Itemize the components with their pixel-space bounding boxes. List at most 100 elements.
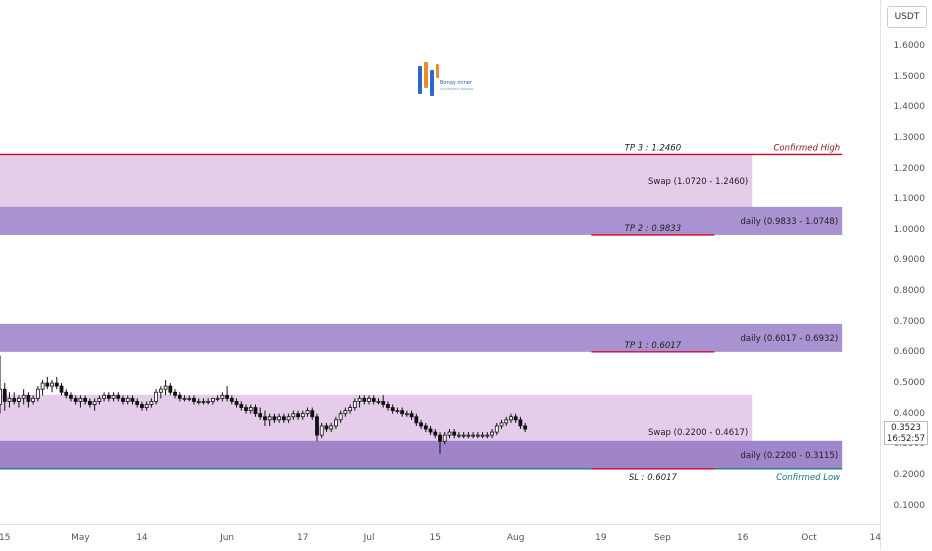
zone-label-2: daily (0.6017 - 0.6932) [740, 334, 838, 344]
candle-body [116, 394, 121, 399]
candle-body [229, 397, 234, 402]
y-tick-label: 0.4000 [893, 408, 926, 419]
candle-body [2, 388, 7, 402]
x-tick-label: 14 [869, 533, 881, 543]
candle-body [130, 397, 135, 402]
x-tick-label: May [71, 533, 90, 543]
candle-body [102, 394, 106, 399]
candle-body [234, 401, 239, 405]
candle-body [173, 391, 177, 396]
zone-daily-1 [0, 206, 843, 235]
logo-icon [418, 62, 439, 96]
y-tick-label: 0.2000 [893, 469, 926, 480]
candle-body [177, 394, 182, 399]
candle-body [334, 419, 338, 427]
target-label-3: SL : 0.6017 [629, 473, 678, 483]
time-axis[interactable]: 15 May 14 Jun 17 Jul 15 Aug 19 Sep 16 Oct 14 [0, 524, 881, 551]
candle-body [315, 416, 319, 436]
candle-body [433, 431, 438, 436]
candle-body [513, 416, 518, 421]
candle-body [31, 397, 36, 402]
candle-body [395, 410, 400, 413]
candle-body [87, 401, 92, 405]
candle-body [196, 401, 201, 403]
candle-body [244, 407, 248, 412]
candle-body [357, 397, 362, 402]
candle-body [494, 425, 499, 433]
candle-body [475, 434, 480, 437]
y-tick-label: 1.1000 [893, 194, 926, 205]
candle-body [367, 397, 371, 402]
candle-body [220, 394, 225, 399]
zone-label-3: Swap (0.2200 - 0.4617) [648, 428, 748, 438]
chart-svg: Confirmed High Confirmed Low TP 3 : 1.2460… [0, 143, 843, 483]
current-price-badge: 0.3523 16:52:57 [884, 421, 928, 445]
candle-body [144, 404, 149, 408]
candle-body [135, 401, 140, 405]
candle-body [452, 431, 457, 436]
candle-body [26, 394, 31, 402]
candle-body [182, 397, 187, 400]
candle-body [461, 434, 466, 437]
candle-body [97, 397, 102, 402]
zone-swap-0 [0, 154, 753, 208]
candle-body [338, 413, 343, 421]
candle-body [428, 428, 433, 433]
candle-body [376, 401, 381, 403]
x-tick-label: 15 [429, 533, 441, 543]
x-tick-label: 17 [297, 533, 309, 543]
candle-body [291, 413, 296, 418]
candle-body [50, 382, 54, 387]
candle-body [125, 397, 130, 402]
y-tick-label: 0.8000 [893, 286, 926, 297]
candle-body [45, 382, 50, 387]
candle-body [267, 416, 272, 421]
candle-body [518, 419, 523, 427]
candle-body [187, 397, 192, 400]
candle-body [54, 382, 59, 387]
y-tick-label: 0.1000 [893, 500, 926, 511]
chart-plot-area[interactable]: Confirmed High Confirmed Low TP 3 : 1.2460… [0, 0, 880, 524]
zone-daily-2 [0, 323, 843, 352]
currency-button[interactable]: USDT [887, 6, 927, 28]
candle-body [348, 407, 353, 412]
price-axis[interactable]: 1.6000 1.5000 1.4000 1.3000 1.2000 1.1000 1.00… [880, 0, 932, 550]
y-tick-label: 1.2000 [893, 163, 926, 174]
candle-body [296, 413, 300, 418]
y-tick-label: 1.5000 [893, 71, 926, 82]
candle-body [371, 397, 376, 402]
level-label-1: Confirmed Low [776, 473, 840, 483]
x-tick-label: Aug [506, 533, 525, 543]
candle-body [523, 425, 528, 430]
candle-body [154, 391, 159, 402]
target-label-1: TP 2 : 0.9833 [625, 224, 681, 234]
candle-body [17, 397, 21, 402]
target-label-2: TP 1 : 0.6017 [625, 341, 682, 351]
candle-body [64, 391, 69, 396]
logo-subtitle: AUTOMATED TRADING [440, 87, 474, 91]
candle-body [201, 401, 206, 403]
candle-body [59, 385, 64, 393]
zone-daily_bottom-4 [0, 440, 843, 469]
candle-countdown: 16:52:57 [886, 434, 926, 444]
candle-body [386, 404, 390, 408]
candle-body [225, 394, 229, 399]
candle-body [310, 410, 315, 418]
candle-body [215, 397, 220, 400]
x-tick-label: 15 [0, 533, 11, 543]
candle-body [140, 404, 144, 408]
candle-body [121, 397, 125, 402]
candle-body [414, 416, 419, 424]
target-label-0: TP 3 : 1.2460 [625, 143, 681, 153]
candle-body [192, 397, 196, 402]
candle-body [343, 410, 348, 415]
candle-body [106, 394, 111, 399]
candle-body [158, 388, 163, 393]
candle-body [329, 425, 334, 430]
candle-body [381, 401, 386, 405]
candle-body [480, 434, 485, 437]
candle-body [423, 425, 428, 430]
candle-body [40, 382, 45, 390]
candle-body [404, 413, 409, 416]
candle-body [466, 434, 471, 437]
